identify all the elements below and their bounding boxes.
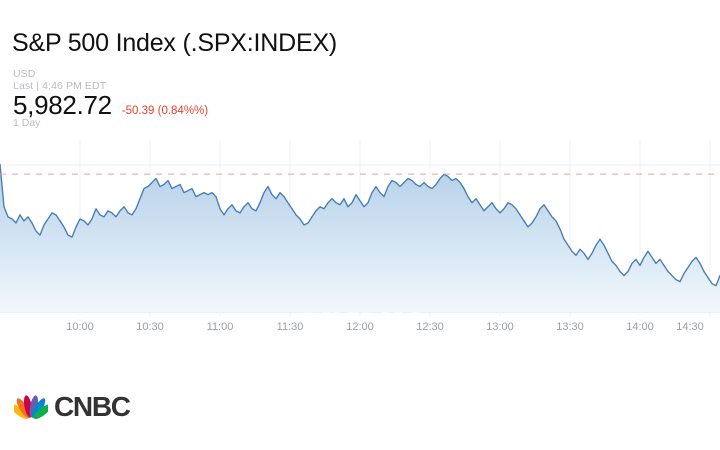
x-axis-tick-label: 12:00: [346, 321, 374, 333]
peacock-feather: [33, 403, 48, 420]
x-axis-tick-label: 10:00: [66, 321, 94, 333]
x-axis-tick-label: 10:30: [136, 321, 164, 333]
cnbc-logo: CNBC: [14, 391, 131, 422]
x-axis-tick-label: 14:00: [626, 321, 654, 333]
x-axis-tick-label: 13:30: [556, 321, 584, 333]
price-chart-svg[interactable]: CNBC 10:0010:3011:0011:3012:0012:3013:00…: [0, 140, 720, 340]
x-axis-tick-label: 13:00: [486, 321, 514, 333]
x-axis-tick-label: 12:30: [416, 321, 444, 333]
chart-x-axis-labels: 10:00 10:30 11:00 11:30 12:00 12:30 13:00 13:30…: [66, 321, 704, 333]
chart-line: [0, 163, 720, 287]
last-trade-timestamp: Last | 4:46 PM EDT: [13, 80, 107, 92]
x-axis-tick-label: 11:30: [277, 321, 304, 333]
range-label: 1 Day: [13, 117, 41, 129]
peacock-feather: [32, 398, 46, 419]
chart-area-fill: [0, 164, 720, 312]
currency-label: USD: [13, 68, 36, 80]
cnbc-wordmark: CNBC: [54, 391, 131, 422]
price-row: 5,982.72 -50.39 (0.84%%): [13, 90, 208, 120]
price-change: -50.39 (0.84%%): [121, 105, 209, 117]
page-title: S&P 500 Index (.SPX:INDEX): [12, 29, 338, 57]
last-price: 5,982.72: [13, 90, 112, 120]
peacock-icon: [14, 395, 48, 420]
peacock-feather: [14, 403, 29, 420]
x-axis-tick-label: 14:30: [676, 321, 704, 333]
x-axis-tick-label: 11:00: [207, 321, 234, 333]
price-chart[interactable]: CNBC 10:0010:3011:0011:3012:0012:3013:00…: [0, 140, 720, 340]
